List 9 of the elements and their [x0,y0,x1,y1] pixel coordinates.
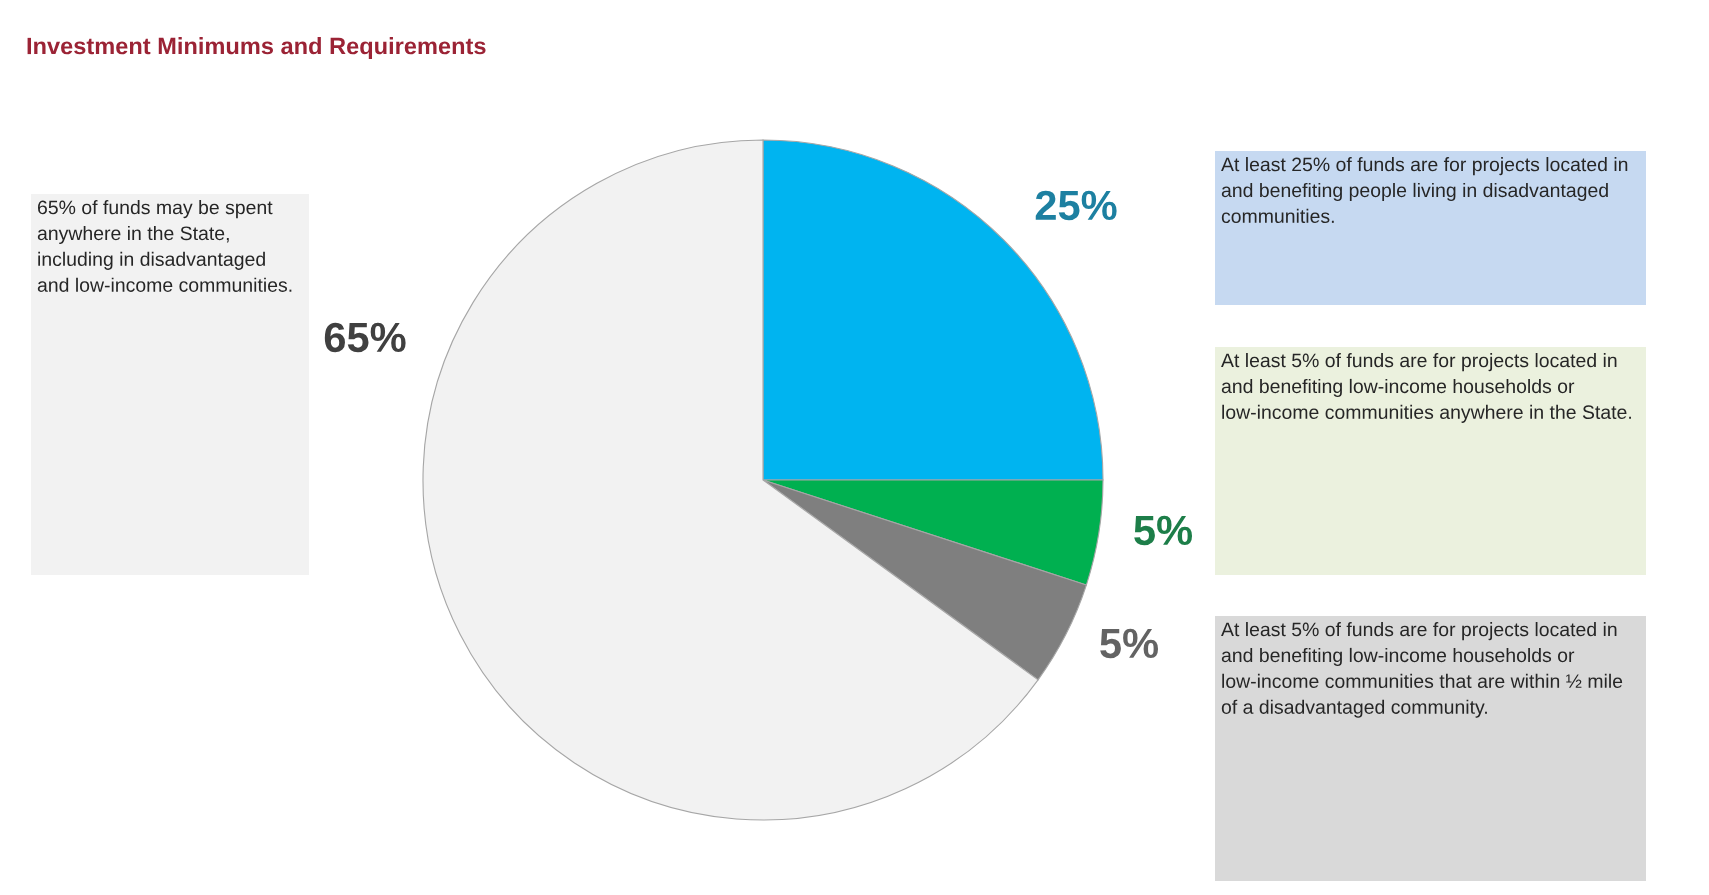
data-label: 25% [1035,190,1117,221]
data-label: 5% [1134,515,1193,546]
text: At least 5% of funds are for projects located in and benefiting low-income households or low-income communities anywhere in the State. [1221,353,1631,423]
text: At least 5% of funds are for projects located in and benefiting low-income households or low-income communities that are within ½ mile of a disadvantaged community. [1221,622,1623,718]
data-label: 5% [1100,628,1159,659]
chart-title: Investment Minimums and Requirements [27,37,486,59]
data-label: 65% [324,322,406,353]
text: 65% of funds may be spent anywhere in the State, including in disadvantaged and low-income communities. [37,200,292,292]
text: At least 25% of funds are for projects located in and benefiting people living in disadvantaged communities. [1221,157,1628,224]
